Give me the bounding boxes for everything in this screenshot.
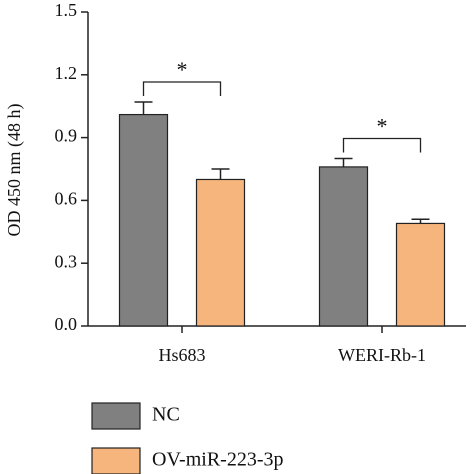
y-tick-label: 0.3 <box>55 251 78 271</box>
error-bar <box>211 168 230 180</box>
legend-label: NC <box>152 404 180 426</box>
bar <box>318 166 369 327</box>
error-bar <box>134 101 153 115</box>
legend-swatch <box>91 447 141 474</box>
x-tick-label: WERI-Rb-1 <box>338 345 426 365</box>
legend-swatch <box>91 402 141 430</box>
error-bar <box>334 157 353 167</box>
significance-bracket <box>342 137 422 153</box>
y-tick-label: 0.6 <box>55 189 78 209</box>
bar <box>118 113 169 327</box>
significance-label: * <box>177 57 188 82</box>
significance-label: * <box>377 114 388 139</box>
x-tick-label: Hs683 <box>158 345 205 365</box>
y-tick-label: 1.2 <box>55 63 78 83</box>
bar <box>195 178 246 327</box>
y-tick-label: 1.5 <box>55 0 78 20</box>
y-tick-label: 0.0 <box>55 314 78 334</box>
significance-bracket <box>142 81 222 97</box>
y-axis-label: OD 450 nm (48 h) <box>4 104 25 237</box>
legend-label: OV-miR-223-3p <box>152 449 283 471</box>
bar <box>395 222 446 327</box>
y-tick-label: 0.9 <box>55 126 78 146</box>
error-bar <box>411 218 430 224</box>
